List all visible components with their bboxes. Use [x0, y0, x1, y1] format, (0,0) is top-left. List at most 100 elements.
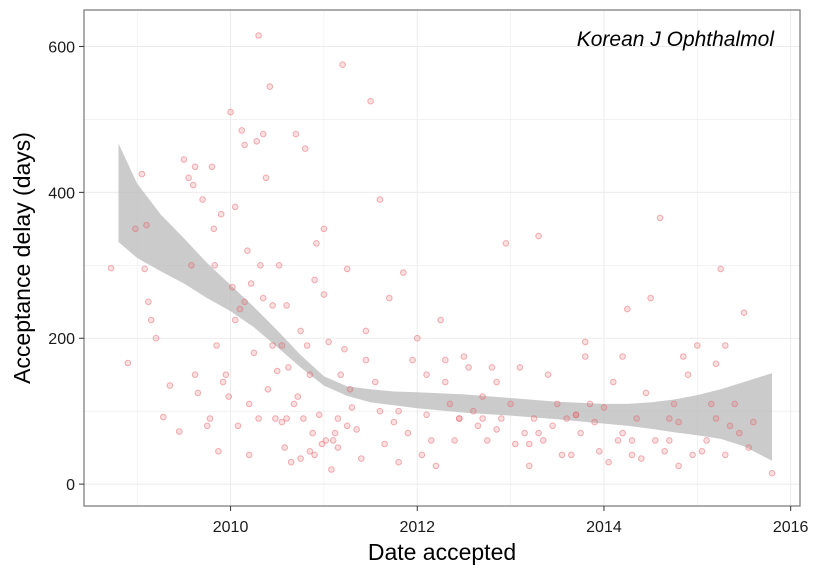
data-point [306, 371, 314, 379]
data-point [712, 415, 720, 422]
data-point [234, 422, 242, 430]
data-point [740, 309, 748, 317]
data-point [367, 97, 374, 105]
data-point [244, 247, 251, 254]
data-point [281, 444, 289, 451]
data-point [303, 342, 311, 349]
data-point [638, 455, 645, 462]
data-point [311, 451, 318, 459]
data-point [404, 429, 412, 437]
data-point [269, 342, 276, 349]
data-point [670, 400, 678, 408]
data-point [241, 141, 248, 149]
data-point [484, 437, 491, 444]
y-axis-ticks: 0 200 400 600 [48, 39, 84, 494]
data-point [451, 437, 458, 444]
data-point [591, 418, 598, 426]
data-point [206, 415, 214, 422]
data-point [493, 378, 500, 386]
data-point [563, 415, 570, 422]
data-point [423, 371, 430, 379]
data-point [600, 404, 608, 411]
data-point [596, 448, 603, 455]
data-point [191, 163, 199, 171]
data-point [199, 196, 206, 203]
data-point [642, 389, 650, 397]
data-point [652, 437, 659, 444]
data-point [331, 429, 339, 437]
data-point [309, 429, 317, 437]
data-point [238, 127, 246, 134]
data-point [273, 367, 281, 375]
data-point [680, 353, 687, 360]
data-point [225, 393, 232, 400]
data-point [311, 276, 318, 284]
data-point [479, 393, 486, 400]
data-point [283, 415, 290, 422]
data-point [498, 415, 505, 422]
data-point [684, 371, 692, 379]
data-point [493, 426, 500, 433]
data-point [236, 305, 244, 313]
data-point [386, 294, 393, 302]
data-point [275, 262, 283, 269]
data-point [554, 400, 561, 408]
data-point [428, 437, 435, 444]
data-point [694, 342, 701, 349]
data-point [203, 422, 211, 430]
data-point [442, 356, 449, 364]
data-point [147, 316, 155, 324]
data-point [731, 400, 739, 408]
data-point [194, 389, 202, 397]
data-point [245, 451, 253, 459]
data-point [353, 426, 360, 433]
data-point [339, 61, 346, 68]
data-point [175, 428, 183, 435]
data-point [446, 400, 454, 408]
data-point [160, 413, 167, 421]
data-point [362, 327, 370, 335]
data-point [376, 196, 384, 203]
data-point [465, 364, 472, 371]
data-point [287, 458, 295, 466]
data-point [290, 400, 298, 408]
data-point [535, 429, 542, 437]
data-point [215, 448, 222, 455]
data-point [661, 448, 668, 455]
data-point [666, 415, 673, 422]
data-point [507, 400, 514, 408]
data-point [189, 181, 197, 189]
data-point [231, 203, 239, 211]
data-point [768, 469, 776, 477]
data-point [124, 359, 132, 367]
smooth-confidence-band [118, 143, 772, 461]
data-point [708, 400, 715, 408]
data-point [213, 342, 220, 349]
data-point [348, 404, 356, 411]
data-point [247, 280, 255, 287]
data-point [456, 415, 463, 422]
plot-panel-border [83, 9, 801, 507]
data-point [390, 418, 398, 426]
data-point [647, 294, 654, 302]
data-point [191, 371, 199, 379]
data-point [292, 130, 300, 138]
y-axis-title: Acceptance delay (days) [9, 132, 35, 384]
data-point [610, 378, 617, 386]
data-point [320, 225, 328, 233]
y-tick-label: 0 [66, 477, 75, 494]
data-point [474, 422, 482, 430]
data-point [437, 316, 444, 324]
data-point [381, 440, 388, 448]
x-tick-label: 2014 [586, 519, 622, 536]
data-point [656, 214, 664, 222]
data-point [432, 462, 440, 470]
data-point [143, 221, 150, 229]
data-point [675, 418, 682, 426]
x-axis-ticks: 2010 2012 2014 2016 [213, 506, 809, 536]
data-point [722, 451, 729, 459]
data-point [624, 305, 631, 313]
data-point [343, 265, 351, 273]
data-point [152, 334, 160, 342]
